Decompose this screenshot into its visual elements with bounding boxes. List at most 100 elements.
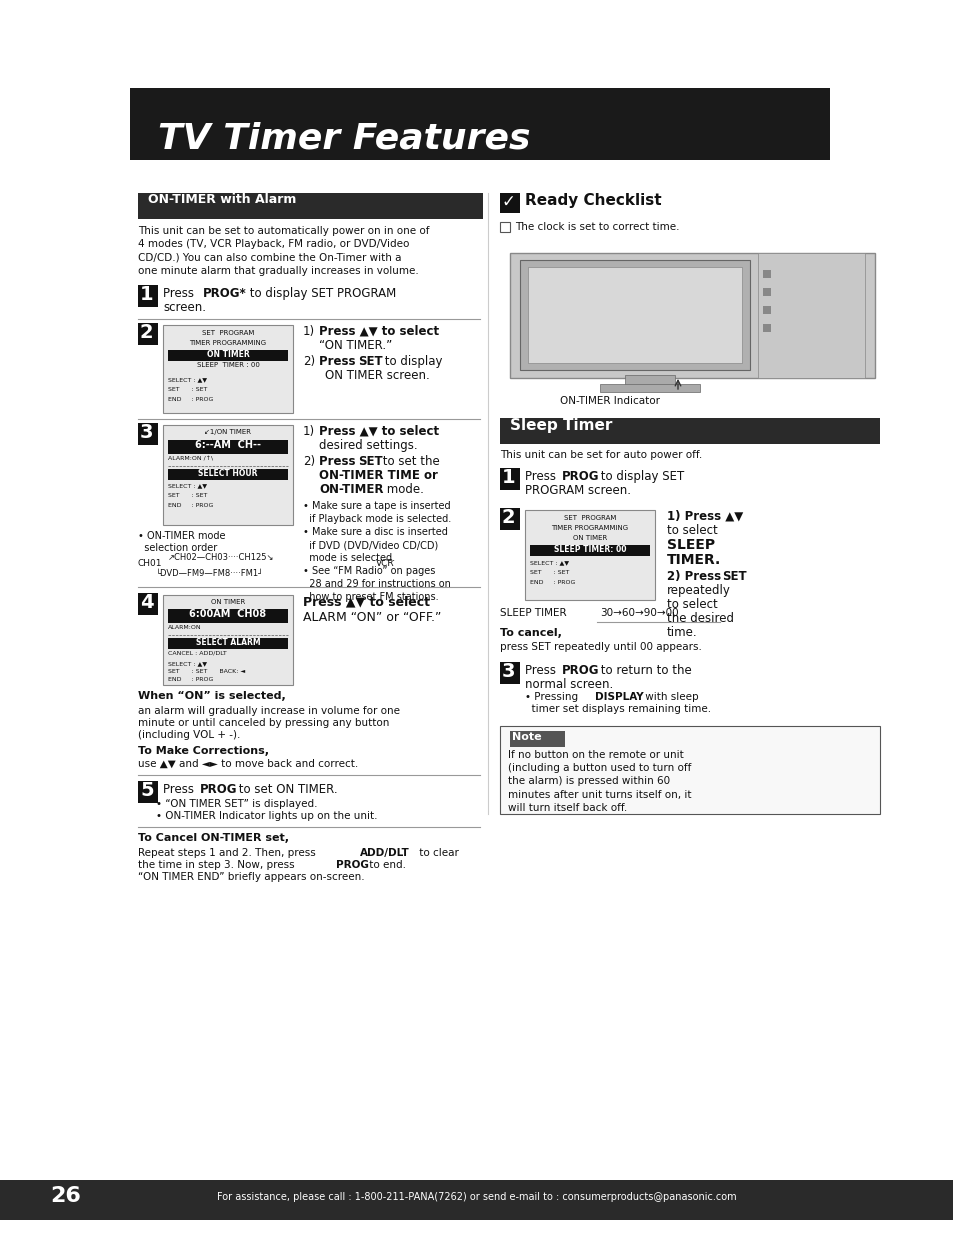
Text: The clock is set to correct time.: The clock is set to correct time. bbox=[515, 222, 679, 232]
Text: screen.: screen. bbox=[163, 301, 206, 314]
Text: Press: Press bbox=[163, 287, 197, 300]
Bar bbox=[163, 325, 293, 412]
Text: Repeat steps 1 and 2. Then, press: Repeat steps 1 and 2. Then, press bbox=[138, 848, 318, 858]
Text: SELECT HOUR: SELECT HOUR bbox=[198, 469, 257, 478]
Text: to select: to select bbox=[666, 524, 717, 537]
Text: 2): 2) bbox=[303, 354, 314, 368]
Bar bbox=[510, 253, 874, 378]
Text: repeatedly: repeatedly bbox=[666, 584, 730, 597]
Text: PROG: PROG bbox=[561, 664, 598, 677]
Text: “ON TIMER.”: “ON TIMER.” bbox=[318, 338, 392, 352]
Text: If no button on the remote or unit
(including a button used to turn off
the alar: If no button on the remote or unit (incl… bbox=[507, 750, 691, 813]
Text: ON-TIMER TIME or: ON-TIMER TIME or bbox=[318, 469, 437, 482]
Bar bbox=[168, 350, 288, 361]
Bar bbox=[762, 270, 770, 278]
Text: Ready Checklist: Ready Checklist bbox=[524, 193, 661, 207]
Text: SELECT : ▲▼: SELECT : ▲▼ bbox=[168, 377, 207, 382]
Text: END     : PROG: END : PROG bbox=[168, 503, 213, 508]
Text: SET: SET bbox=[357, 354, 382, 368]
Text: SET: SET bbox=[357, 454, 382, 468]
Text: SET      : SET: SET : SET bbox=[168, 493, 207, 498]
Text: Press: Press bbox=[163, 783, 197, 797]
Text: SET: SET bbox=[721, 571, 746, 583]
Text: 1: 1 bbox=[140, 285, 153, 304]
Text: VCR: VCR bbox=[375, 559, 395, 568]
Bar bbox=[762, 306, 770, 314]
Text: • Make sure a tape is inserted: • Make sure a tape is inserted bbox=[303, 501, 450, 511]
Bar bbox=[499, 468, 519, 490]
Text: to set the: to set the bbox=[378, 454, 439, 468]
Text: Press: Press bbox=[524, 471, 559, 483]
Text: 4: 4 bbox=[140, 593, 153, 613]
Text: SET      : SET: SET : SET bbox=[168, 387, 207, 391]
Text: the desired: the desired bbox=[666, 613, 733, 625]
Bar bbox=[138, 324, 158, 345]
Text: to display SET: to display SET bbox=[597, 471, 683, 483]
Text: an alarm will gradually increase in volume for one: an alarm will gradually increase in volu… bbox=[138, 706, 399, 716]
Text: 28 and 29 for instructions on: 28 and 29 for instructions on bbox=[303, 579, 451, 589]
Text: ALARM:ON /↑\: ALARM:ON /↑\ bbox=[168, 456, 213, 461]
Bar bbox=[762, 288, 770, 296]
Text: 1): 1) bbox=[303, 425, 314, 438]
Text: END     : PROG: END : PROG bbox=[168, 396, 213, 403]
Text: ALARM “ON” or “OFF.”: ALARM “ON” or “OFF.” bbox=[303, 611, 441, 624]
Text: Press ▲▼ to select: Press ▲▼ to select bbox=[303, 595, 430, 608]
Text: CANCEL : ADD/DLT: CANCEL : ADD/DLT bbox=[168, 651, 227, 656]
Text: 30→60→90→00: 30→60→90→00 bbox=[599, 608, 678, 618]
Text: PROG: PROG bbox=[335, 860, 369, 869]
Text: Press: Press bbox=[318, 354, 359, 368]
Text: to display SET PROGRAM: to display SET PROGRAM bbox=[246, 287, 395, 300]
Bar bbox=[530, 545, 649, 556]
Bar bbox=[499, 193, 519, 212]
Text: Note: Note bbox=[512, 732, 541, 742]
Text: 2): 2) bbox=[303, 454, 314, 468]
Bar bbox=[130, 88, 829, 161]
Text: (including VOL + -).: (including VOL + -). bbox=[138, 730, 240, 740]
Text: • “ON TIMER SET” is displayed.: • “ON TIMER SET” is displayed. bbox=[156, 799, 317, 809]
Text: ON-TIMER with Alarm: ON-TIMER with Alarm bbox=[148, 193, 296, 206]
Text: ON TIMER screen.: ON TIMER screen. bbox=[325, 369, 429, 382]
Text: to select: to select bbox=[666, 598, 717, 611]
Text: 3: 3 bbox=[501, 662, 515, 680]
Text: ✓: ✓ bbox=[501, 193, 516, 211]
Text: TV Timer Features: TV Timer Features bbox=[158, 121, 530, 156]
Bar bbox=[510, 731, 564, 747]
Text: PROGRAM screen.: PROGRAM screen. bbox=[524, 484, 630, 496]
Text: PROG: PROG bbox=[561, 471, 598, 483]
Text: mode.: mode. bbox=[382, 483, 423, 496]
Text: To Make Corrections,: To Make Corrections, bbox=[138, 746, 269, 756]
Text: to set ON TIMER.: to set ON TIMER. bbox=[234, 783, 337, 797]
Bar bbox=[519, 261, 749, 370]
Text: TIMER PROGRAMMING: TIMER PROGRAMMING bbox=[551, 525, 628, 531]
Text: minute or until canceled by pressing any button: minute or until canceled by pressing any… bbox=[138, 718, 389, 727]
Bar bbox=[138, 285, 158, 308]
Text: SET  PROGRAM: SET PROGRAM bbox=[563, 515, 616, 521]
Text: mode is selected.: mode is selected. bbox=[303, 553, 395, 563]
Bar bbox=[499, 222, 510, 232]
Text: ON-TIMER Indicator: ON-TIMER Indicator bbox=[559, 396, 659, 406]
Text: to display: to display bbox=[380, 354, 442, 368]
Bar bbox=[168, 469, 288, 480]
Text: 1) Press ▲▼: 1) Press ▲▼ bbox=[666, 510, 742, 522]
Bar bbox=[499, 726, 879, 814]
Text: END     : PROG: END : PROG bbox=[530, 580, 575, 585]
Text: 6:00AM  CH08: 6:00AM CH08 bbox=[190, 609, 266, 619]
Text: END     : PROG: END : PROG bbox=[168, 677, 213, 682]
Bar bbox=[499, 508, 519, 530]
Text: PROG*: PROG* bbox=[203, 287, 247, 300]
Text: to end.: to end. bbox=[366, 860, 406, 869]
Text: if DVD (DVD/Video CD/CD): if DVD (DVD/Video CD/CD) bbox=[303, 540, 437, 550]
Text: ON-TIMER: ON-TIMER bbox=[318, 483, 383, 496]
Text: 3: 3 bbox=[140, 424, 153, 442]
Text: Press: Press bbox=[524, 664, 559, 677]
Text: Sleep Timer: Sleep Timer bbox=[510, 417, 612, 433]
Bar bbox=[762, 324, 770, 332]
Text: SLEEP: SLEEP bbox=[666, 538, 715, 552]
Bar bbox=[758, 253, 864, 378]
Text: SELECT : ▲▼: SELECT : ▲▼ bbox=[168, 483, 207, 488]
Text: DISPLAY: DISPLAY bbox=[595, 692, 643, 701]
Bar bbox=[499, 417, 879, 445]
Text: SELECT ALARM: SELECT ALARM bbox=[195, 638, 260, 647]
Text: Press ▲▼ to select: Press ▲▼ to select bbox=[318, 425, 438, 438]
Text: SELECT : ▲▼: SELECT : ▲▼ bbox=[168, 661, 207, 666]
